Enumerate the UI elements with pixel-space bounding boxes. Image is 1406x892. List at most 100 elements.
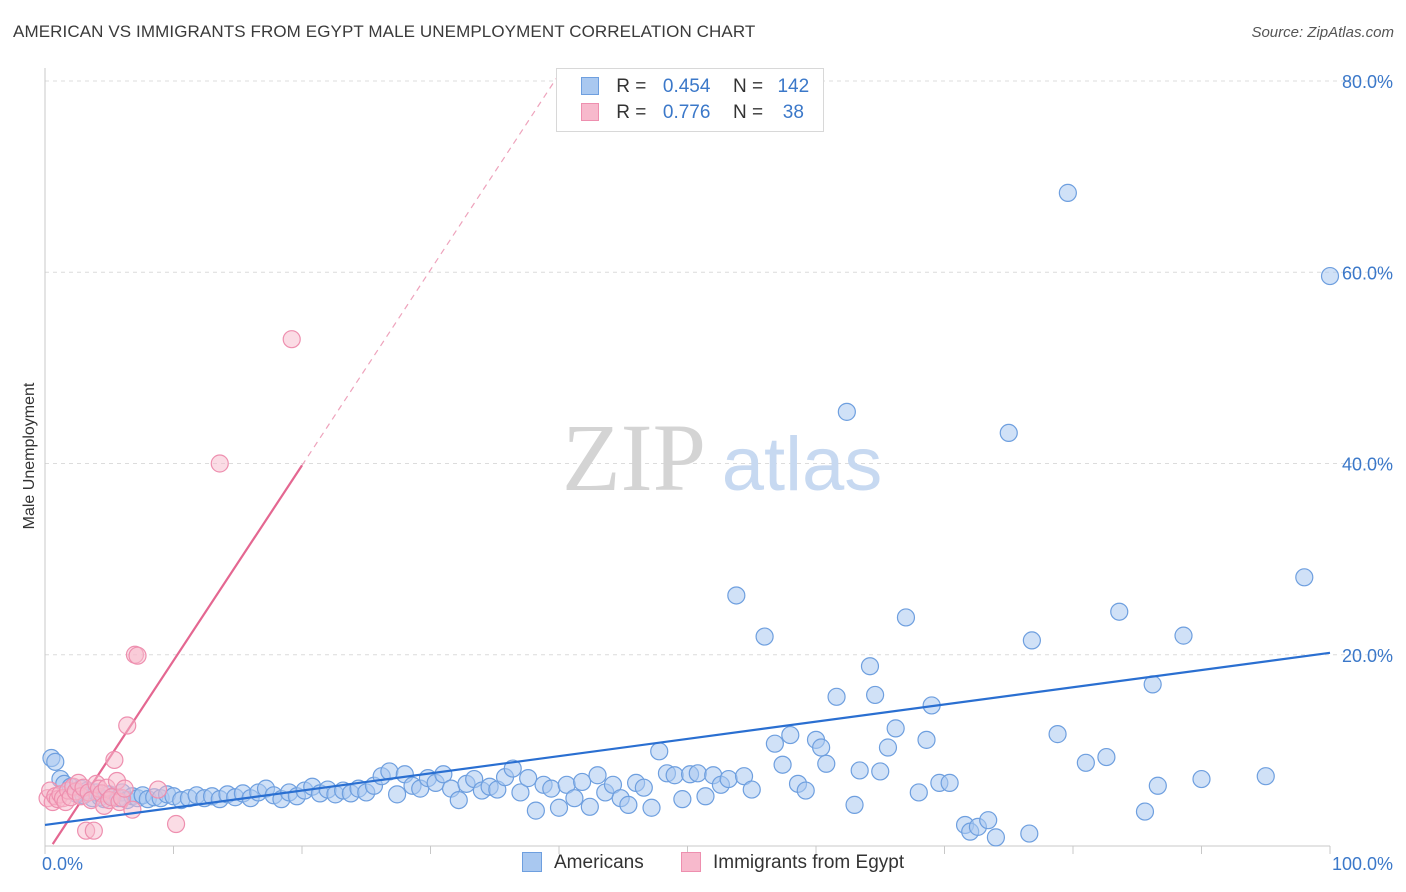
americans-point <box>1135 802 1155 821</box>
americans-point <box>526 801 545 820</box>
source-credit: Source: ZipAtlas.com <box>1251 24 1394 41</box>
egypt-point <box>118 716 137 735</box>
legend-r-value: 0.454 <box>662 76 711 97</box>
americans-point <box>896 608 916 627</box>
americans-point <box>773 755 792 774</box>
americans-point <box>519 769 538 788</box>
egypt-point <box>84 821 103 840</box>
egypt-trend-extension <box>301 73 560 466</box>
americans-point <box>837 402 856 421</box>
americans-point <box>1148 776 1167 795</box>
y-tick-label: 20.0% <box>1342 646 1393 666</box>
americans-point <box>387 785 407 804</box>
americans-trend-line <box>44 651 1331 827</box>
y-tick-label: 80.0% <box>1342 72 1393 92</box>
americans-point <box>917 730 936 749</box>
bottom-legend-label-americans: Americans <box>554 852 644 873</box>
americans-point <box>850 761 869 780</box>
americans-point <box>817 754 836 773</box>
americans-point <box>1295 568 1314 587</box>
bottom-legend-swatch-americans <box>522 852 542 872</box>
grid-lines <box>45 80 1392 656</box>
americans-point <box>1048 725 1067 744</box>
egypt-points <box>38 330 301 840</box>
egypt-point <box>282 330 301 349</box>
x-tick-label-min: 0.0% <box>42 854 83 874</box>
egypt-point <box>128 646 147 665</box>
americans-point <box>999 423 1018 442</box>
americans-point <box>1192 769 1211 789</box>
americans-point <box>565 789 584 808</box>
americans-point <box>1174 626 1193 645</box>
americans-point <box>688 764 707 783</box>
americans-point <box>1058 183 1077 202</box>
egypt-point <box>210 454 229 473</box>
egypt-point <box>166 814 186 834</box>
americans-point <box>634 778 653 797</box>
americans-point <box>1320 266 1340 286</box>
bottom-legend-swatch-egypt <box>681 852 701 872</box>
bottom-legend-egypt: Immigrants from Egypt <box>681 852 904 876</box>
americans-point <box>696 787 715 806</box>
americans-point <box>871 762 890 781</box>
americans-point <box>580 797 599 816</box>
americans-point <box>781 725 800 745</box>
americans-point <box>1110 602 1129 621</box>
americans-trend-solid <box>44 651 1331 827</box>
bottom-legend-label-egypt: Immigrants from Egypt <box>713 852 905 873</box>
legend-row-americans: R = 0.454 N = 142 <box>581 76 818 102</box>
watermark-atlas: atlas <box>722 422 883 507</box>
americans-point <box>727 586 746 605</box>
americans-point <box>986 828 1006 847</box>
americans-point <box>796 781 815 800</box>
tick-labels: 20.0% 40.0% 60.0% 80.0% 0.0% 100.0% <box>42 72 1393 874</box>
americans-point <box>642 798 661 817</box>
legend-r-label: R = <box>616 102 647 123</box>
americans-point <box>549 798 569 817</box>
americans-point <box>765 734 784 753</box>
americans-point <box>673 790 692 809</box>
americans-point <box>845 795 864 814</box>
americans-point <box>603 775 623 794</box>
legend-n-label: N = <box>732 102 764 123</box>
legend-swatch-americans <box>581 77 599 95</box>
americans-point <box>886 719 905 738</box>
bottom-legend-americans: Americans <box>522 852 644 876</box>
legend-n-label: N = <box>732 76 764 97</box>
watermark: ZIP atlas <box>562 404 882 511</box>
y-axis-label: Male Unemployment <box>21 382 38 529</box>
axes <box>44 68 1331 854</box>
americans-point <box>860 657 880 676</box>
americans-point <box>909 783 928 802</box>
americans-point <box>503 759 522 778</box>
egypt-point <box>148 780 168 799</box>
americans-point <box>1020 824 1039 843</box>
chart-title: AMERICAN VS IMMIGRANTS FROM EGYPT MALE U… <box>13 22 756 41</box>
americans-point <box>511 783 530 802</box>
americans-point <box>878 738 898 757</box>
americans-point <box>542 779 561 798</box>
americans-points <box>42 183 1340 847</box>
egypt-point <box>115 779 134 798</box>
y-tick-label: 40.0% <box>1342 455 1393 475</box>
americans-point <box>46 752 65 771</box>
americans-point <box>449 790 468 810</box>
americans-point <box>866 685 885 705</box>
legend-n-value: 38 <box>782 102 804 123</box>
americans-point <box>588 766 607 785</box>
americans-point <box>619 795 638 814</box>
americans-point <box>812 738 831 757</box>
correlation-legend: R = 0.454 N = 142 R = 0.776 N = 38 <box>556 68 824 132</box>
americans-point <box>1256 767 1275 786</box>
americans-point <box>1022 631 1041 650</box>
x-tick-label-max: 100.0% <box>1332 854 1393 874</box>
egypt-point <box>105 750 124 770</box>
legend-r-label: R = <box>616 76 647 97</box>
legend-n-value: 142 <box>777 76 810 97</box>
americans-point <box>650 742 669 761</box>
americans-point <box>940 773 959 792</box>
americans-point <box>755 627 774 646</box>
legend-r-value: 0.776 <box>662 102 711 123</box>
americans-point <box>734 767 754 786</box>
